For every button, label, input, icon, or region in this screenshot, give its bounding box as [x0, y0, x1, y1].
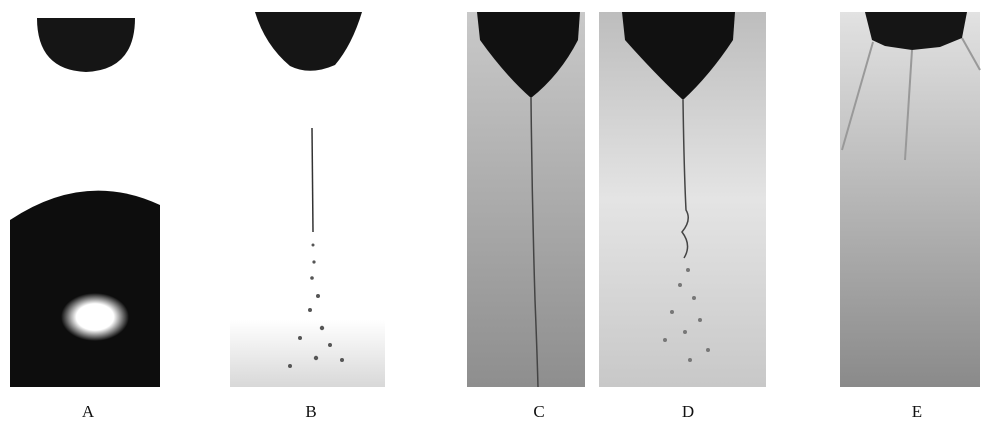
droplet-closeup [10, 190, 160, 387]
panel-c: C [467, 12, 585, 421]
panel-label: B [305, 402, 316, 421]
panel-b: B [230, 12, 385, 421]
panel-label: C [533, 402, 544, 421]
panel-label: A [82, 402, 95, 421]
panel-label: E [912, 402, 922, 421]
jet [311, 127, 314, 233]
jet [681, 99, 689, 259]
droplet [37, 18, 135, 72]
droplet [622, 12, 735, 100]
panel-a: A [10, 18, 160, 421]
panel-label: D [682, 402, 694, 421]
panel-d: D [599, 12, 766, 421]
droplets [663, 268, 710, 362]
droplet [255, 12, 362, 71]
droplets [288, 243, 344, 368]
streaks [841, 37, 981, 161]
droplet [477, 12, 580, 98]
jet [530, 97, 539, 388]
highlight [61, 293, 129, 341]
background [230, 320, 385, 387]
droplet [865, 12, 967, 50]
panel-e: E [840, 12, 981, 421]
